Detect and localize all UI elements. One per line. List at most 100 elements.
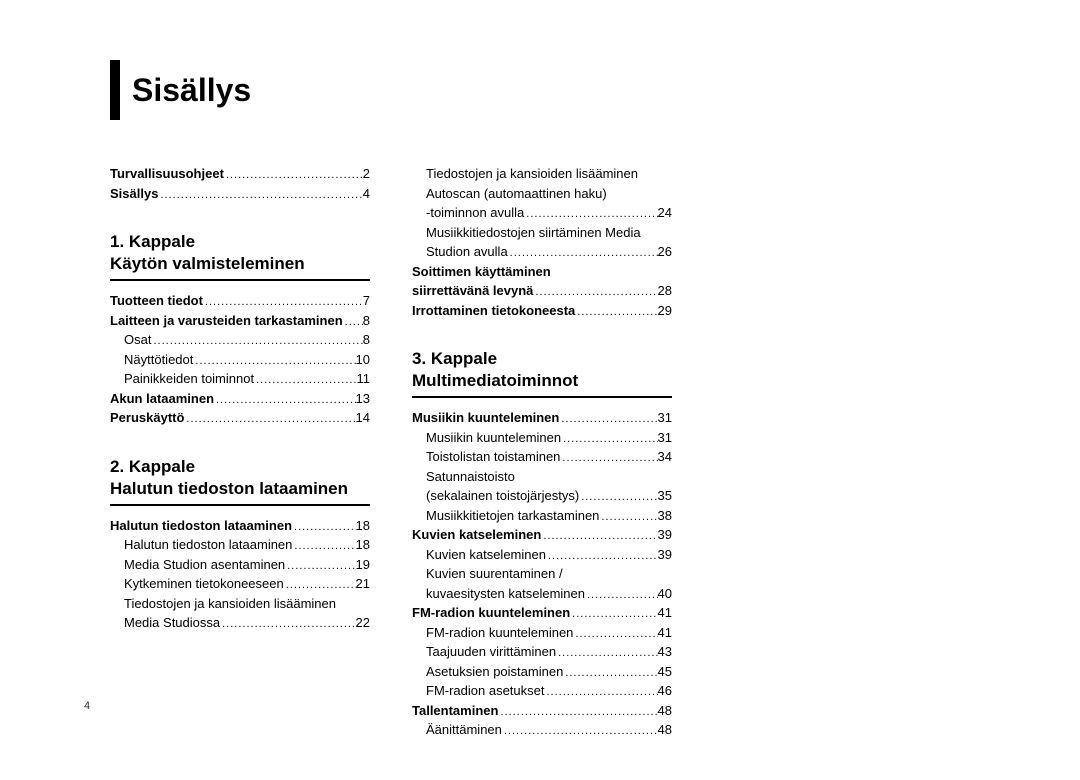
toc-leader-dots bbox=[561, 431, 657, 448]
toc-label: Akun lataaminen bbox=[110, 389, 214, 409]
chapter-number: 3. Kappale bbox=[412, 348, 672, 370]
toc-page-number: 46 bbox=[658, 681, 672, 701]
toc-entry: Turvallisuusohjeet2 bbox=[110, 164, 370, 184]
toc-leader-dots bbox=[579, 489, 657, 506]
page-title: Sisällys bbox=[132, 72, 251, 109]
toc-page-number: 41 bbox=[658, 623, 672, 643]
toc-leader-dots bbox=[284, 577, 356, 594]
toc-entry: Asetuksien poistaminen45 bbox=[412, 662, 672, 682]
toc-entry: Äänittäminen48 bbox=[412, 720, 672, 740]
chapter-title: Käytön valmisteleminen bbox=[110, 253, 370, 275]
toc-leader-dots bbox=[533, 284, 657, 301]
chapter-title: Halutun tiedoston lataaminen bbox=[110, 478, 370, 500]
toc-label: Äänittäminen bbox=[426, 720, 502, 740]
toc-label: Soittimen käyttäminen bbox=[412, 262, 551, 282]
toc-entry: Musiikkitietojen tarkastaminen38 bbox=[412, 506, 672, 526]
toc-label: Kytkeminen tietokoneeseen bbox=[124, 574, 284, 594]
toc-entry: (sekalainen toistojärjestys) 35 bbox=[412, 486, 672, 506]
toc-entry: Halutun tiedoston lataaminen18 bbox=[110, 535, 370, 555]
toc-page-number: 22 bbox=[356, 613, 370, 633]
toc-label: Autoscan (automaattinen haku) bbox=[426, 184, 607, 204]
toc-entry: FM-radion asetukset46 bbox=[412, 681, 672, 701]
toc-leader-dots bbox=[498, 704, 657, 721]
toc-page-number: 39 bbox=[658, 545, 672, 565]
toc-label: Halutun tiedoston lataaminen bbox=[110, 516, 292, 536]
toc-page-number: 4 bbox=[363, 184, 370, 204]
column-right: Tiedostojen ja kansioiden lisääminenAuto… bbox=[412, 164, 672, 740]
toc-entry: Irrottaminen tietokoneesta 29 bbox=[412, 301, 672, 321]
toc-label: Media Studion asentaminen bbox=[124, 555, 285, 575]
toc-label: Sisällys bbox=[110, 184, 158, 204]
toc-entry: Laitteen ja varusteiden tarkastaminen 8 bbox=[110, 311, 370, 331]
toc-leader-dots bbox=[184, 411, 355, 428]
title-accent-bar bbox=[110, 60, 120, 120]
toc-label: Laitteen ja varusteiden tarkastaminen bbox=[110, 311, 343, 331]
toc-label: Asetuksien poistaminen bbox=[426, 662, 563, 682]
toc-label: Musiikkitiedostojen siirtäminen Media bbox=[426, 223, 641, 243]
toc-page-number: 43 bbox=[658, 642, 672, 662]
toc-label: Kuvien suurentaminen / bbox=[426, 564, 563, 584]
toc-entry: Kuvien suurentaminen / bbox=[412, 564, 672, 584]
toc-entry: Taajuuden virittäminen 43 bbox=[412, 642, 672, 662]
toc-page-number: 13 bbox=[356, 389, 370, 409]
toc-page-number: 8 bbox=[363, 311, 370, 331]
toc-page-number: 8 bbox=[363, 330, 370, 350]
toc-label: Tallentaminen bbox=[412, 701, 498, 721]
toc-leader-dots bbox=[224, 167, 363, 184]
toc-label: Musiikin kuunteleminen bbox=[426, 428, 561, 448]
toc-entry: Tiedostojen ja kansioiden lisääminen bbox=[110, 594, 370, 614]
toc-leader-dots bbox=[570, 606, 657, 623]
chapter-heading: 1. KappaleKäytön valmisteleminen bbox=[110, 231, 370, 281]
chapter-title: Multimediatoiminnot bbox=[412, 370, 672, 392]
toc-page-number: 39 bbox=[658, 525, 672, 545]
toc-label: (sekalainen toistojärjestys) bbox=[426, 486, 579, 506]
toc-leader-dots bbox=[545, 684, 658, 701]
toc-label: kuvaesitysten katseleminen bbox=[426, 584, 585, 604]
toc-label: Irrottaminen tietokoneesta bbox=[412, 301, 575, 321]
toc-page-number: 29 bbox=[658, 301, 672, 321]
toc-entry: Sisällys 4 bbox=[110, 184, 370, 204]
toc-page-number: 41 bbox=[658, 603, 672, 623]
toc-label: FM-radion kuunteleminen bbox=[412, 603, 570, 623]
toc-entry: Musiikin kuunteleminen31 bbox=[412, 408, 672, 428]
toc-entry: Musiikin kuunteleminen31 bbox=[412, 428, 672, 448]
toc-entry: Media Studiossa22 bbox=[110, 613, 370, 633]
toc-label: Tiedostojen ja kansioiden lisääminen bbox=[124, 594, 336, 614]
toc-label: siirrettävänä levynä bbox=[412, 281, 533, 301]
page-number: 4 bbox=[84, 700, 90, 712]
toc-leader-dots bbox=[524, 206, 657, 223]
toc-entry: Satunnaistoisto bbox=[412, 467, 672, 487]
toc-entry: Osat8 bbox=[110, 330, 370, 350]
toc-label: Näyttötiedot bbox=[124, 350, 193, 370]
toc-entry: Tiedostojen ja kansioiden lisääminen bbox=[412, 164, 672, 184]
toc-entry: Halutun tiedoston lataaminen 18 bbox=[110, 516, 370, 536]
toc-label: FM-radion kuunteleminen bbox=[426, 623, 573, 643]
toc-entry: Toistolistan toistaminen34 bbox=[412, 447, 672, 467]
toc-leader-dots bbox=[563, 665, 657, 682]
toc-entry: Media Studion asentaminen 19 bbox=[110, 555, 370, 575]
toc-entry: siirrettävänä levynä28 bbox=[412, 281, 672, 301]
toc-leader-dots bbox=[585, 587, 658, 604]
toc-leader-dots bbox=[292, 538, 355, 555]
toc-label: Tiedostojen ja kansioiden lisääminen bbox=[426, 164, 638, 184]
toc-entry: FM-radion kuunteleminen 41 bbox=[412, 623, 672, 643]
toc-entry: Tuotteen tiedot7 bbox=[110, 291, 370, 311]
toc-leader-dots bbox=[573, 626, 657, 643]
toc-page-number: 26 bbox=[658, 242, 672, 262]
toc-label: Tuotteen tiedot bbox=[110, 291, 203, 311]
toc-leader-dots bbox=[220, 616, 355, 633]
toc-entry: Autoscan (automaattinen haku) bbox=[412, 184, 672, 204]
toc-page: Sisällys Turvallisuusohjeet2Sisällys41. … bbox=[0, 0, 1080, 780]
toc-label: Taajuuden virittäminen bbox=[426, 642, 556, 662]
toc-page-number: 18 bbox=[356, 516, 370, 536]
toc-entry: Soittimen käyttäminen bbox=[412, 262, 672, 282]
toc-page-number: 48 bbox=[658, 701, 672, 721]
toc-leader-dots bbox=[254, 372, 356, 389]
toc-page-number: 19 bbox=[356, 555, 370, 575]
toc-page-number: 35 bbox=[658, 486, 672, 506]
toc-leader-dots bbox=[151, 333, 362, 350]
chapter-number: 2. Kappale bbox=[110, 456, 370, 478]
toc-label: Peruskäyttö bbox=[110, 408, 184, 428]
chapter-heading: 3. KappaleMultimediatoiminnot bbox=[412, 348, 672, 398]
toc-page-number: 34 bbox=[658, 447, 672, 467]
